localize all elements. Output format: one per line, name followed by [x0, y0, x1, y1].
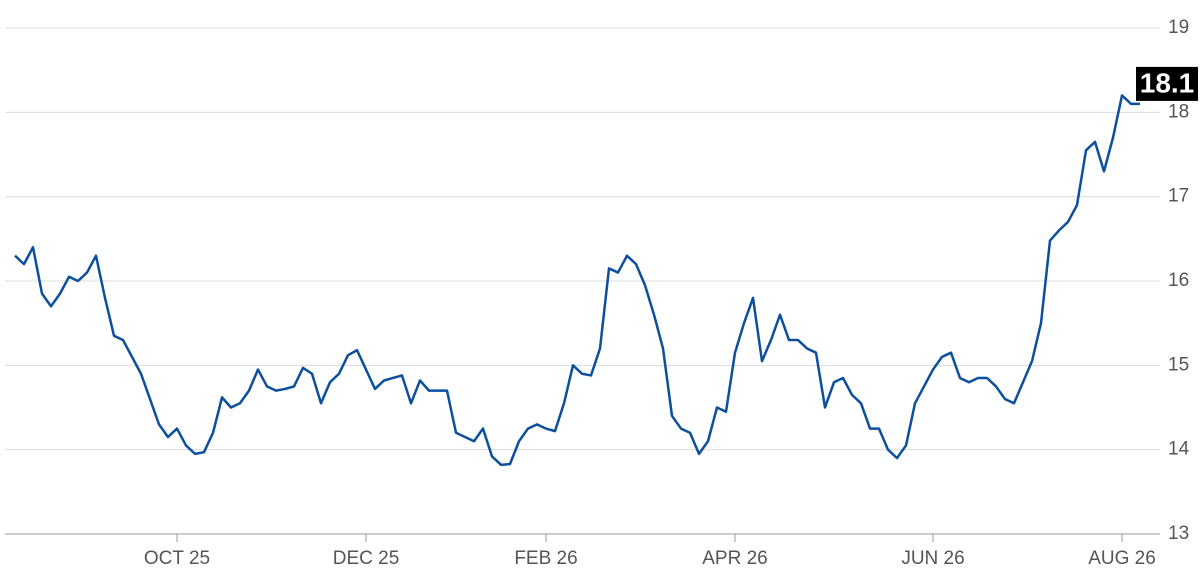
value-label: 18.1 [1140, 67, 1195, 98]
y-tick-label: 17 [1168, 186, 1189, 207]
value-label-box [1136, 66, 1198, 101]
y-tick-label: 19 [1168, 17, 1189, 38]
y-tick-label: 15 [1168, 354, 1189, 375]
x-tick-label: AUG 26 [1088, 548, 1156, 569]
x-tick-label: OCT 25 [144, 548, 210, 569]
y-tick-label: 13 [1168, 523, 1189, 544]
line [14, 94, 1140, 467]
x-tick-label: DEC 25 [333, 548, 400, 569]
y-tick-label: 16 [1168, 270, 1189, 291]
x-tick-label: APR 26 [702, 548, 767, 569]
x-tick-label: FEB 26 [514, 548, 577, 569]
y-tick-label: 14 [1168, 439, 1190, 460]
y-tick-label: 18 [1168, 101, 1189, 122]
x-tick-label: JUN 26 [901, 548, 964, 569]
